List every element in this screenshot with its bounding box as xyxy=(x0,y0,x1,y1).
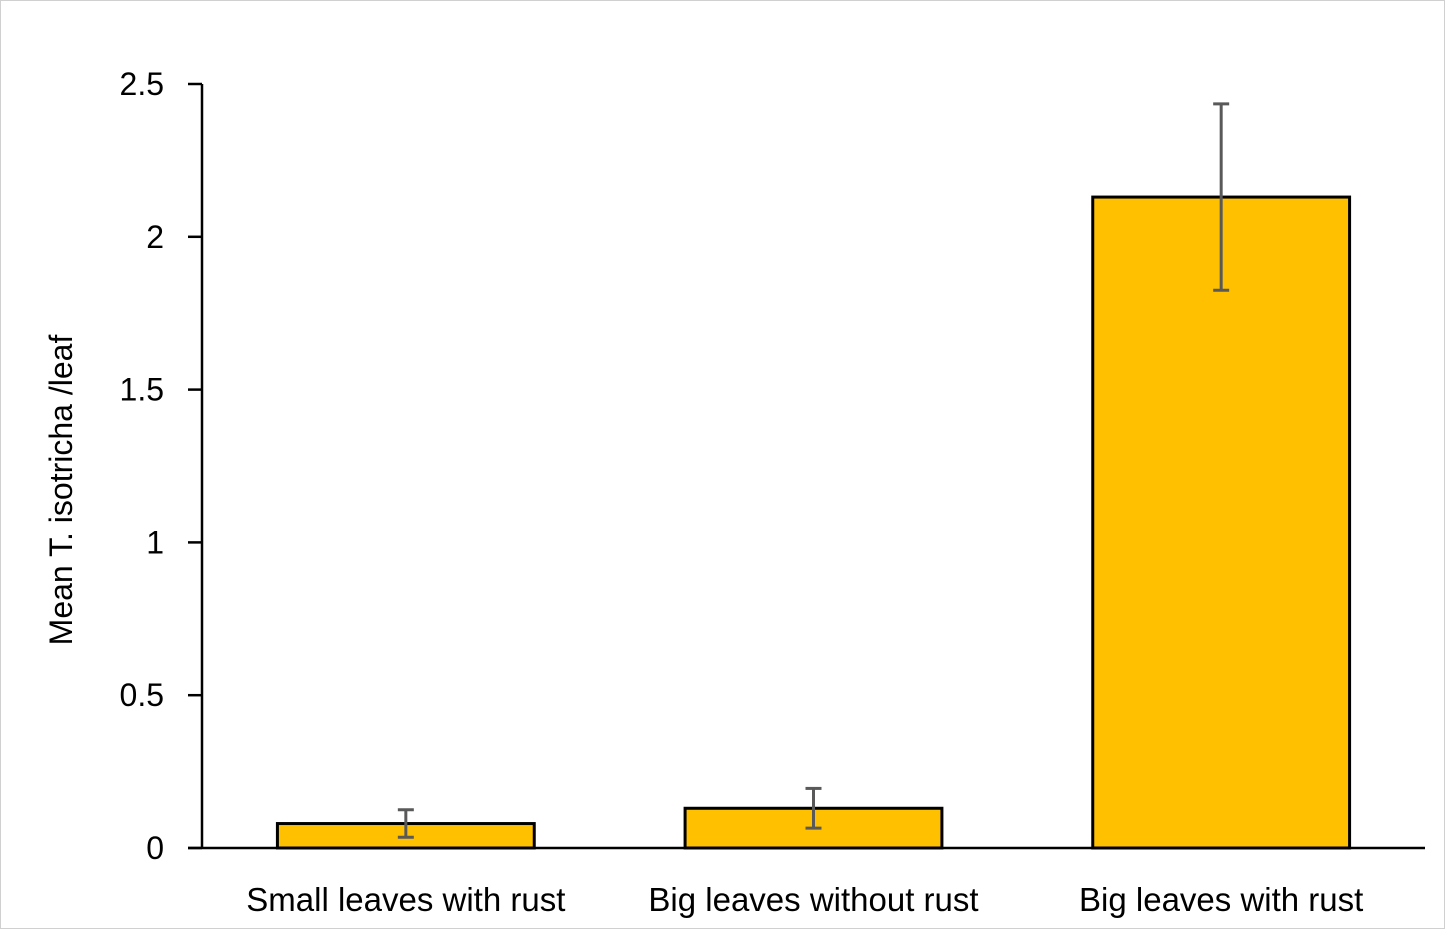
error-bar xyxy=(1213,102,1230,292)
y-tick-label: 2 xyxy=(146,219,164,255)
y-tick-label: 2.5 xyxy=(120,66,164,102)
y-axis: 0 0.5 1 1.5 2 2.5 xyxy=(120,66,204,866)
x-tick-label: Big leaves with rust xyxy=(1079,881,1363,918)
y-tick-label: 0.5 xyxy=(120,677,164,713)
x-tick-label: Big leaves without rust xyxy=(648,881,978,918)
y-tick-label: 1 xyxy=(146,524,164,560)
bar xyxy=(1091,195,1352,850)
x-tick-label: Small leaves with rust xyxy=(246,881,565,918)
error-bar xyxy=(805,786,822,830)
bars xyxy=(275,195,1352,850)
y-tick-label: 0 xyxy=(146,830,164,866)
y-axis-title: Mean T. isotricha /leaf xyxy=(43,335,79,646)
category-labels: Small leaves with rust Big leaves without… xyxy=(246,881,1363,918)
error-bars xyxy=(397,102,1230,839)
error-bar xyxy=(397,808,414,839)
y-tick-label: 1.5 xyxy=(120,372,164,408)
